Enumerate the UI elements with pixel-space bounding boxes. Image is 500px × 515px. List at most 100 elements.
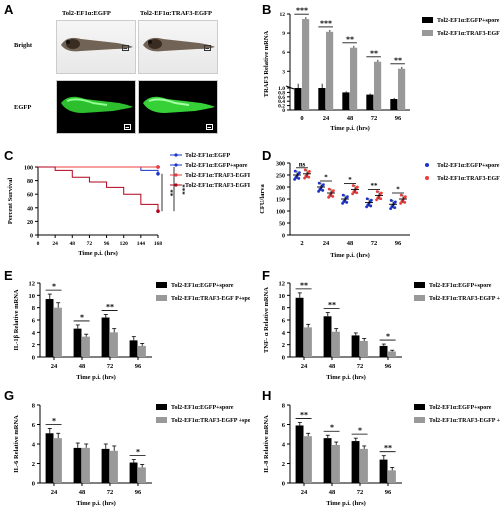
legend-marker <box>425 176 429 180</box>
panel-label-a: A <box>4 2 14 17</box>
bar <box>138 345 146 357</box>
legend-swatch <box>156 295 167 301</box>
bar <box>379 459 388 483</box>
y-axis-title: CFU/larva <box>259 183 266 213</box>
y-tick-label: 60 <box>27 193 33 199</box>
bar <box>366 94 374 110</box>
significance-label: * <box>52 282 56 291</box>
y-tick-label: 8 <box>32 403 36 410</box>
y-tick-label: 6 <box>32 318 36 325</box>
x-axis-title: Time p.i. (hrs) <box>330 252 370 259</box>
legend-label: Tol2-EF1α:EGFP+spore <box>429 283 492 289</box>
legend-label: Tol2-EF1α:TRAF3-EGFP +spore <box>429 418 500 424</box>
legend-label: Tol2-EF1α:TRAF3-EGF P+spore <box>437 31 500 37</box>
data-point <box>293 169 297 173</box>
significance-label: * <box>52 416 56 425</box>
data-point <box>393 206 397 210</box>
significance-label: * <box>396 186 400 194</box>
x-tick-label: 48 <box>70 241 76 247</box>
significance-label: ** <box>384 444 392 453</box>
data-point <box>331 194 335 198</box>
y-tick-label: 0 <box>30 234 33 240</box>
bar <box>323 316 332 357</box>
y-tick-label: 6 <box>282 50 285 56</box>
x-tick-label: 72 <box>371 240 378 247</box>
data-point <box>379 197 383 201</box>
bar <box>82 336 90 357</box>
bar <box>388 351 396 357</box>
x-axis-title: Time p.i. (hrs) <box>330 125 370 132</box>
y-tick-label: 2 <box>32 342 35 349</box>
bar <box>323 438 332 483</box>
legend-marker <box>174 173 178 177</box>
significance-label: * <box>386 332 390 341</box>
bar <box>73 328 82 357</box>
x-tick-label: 96 <box>135 489 142 496</box>
legend-swatch <box>414 417 425 423</box>
significance-label: * <box>136 448 140 457</box>
x-tick-label: 168 <box>154 241 163 247</box>
data-point <box>369 204 373 208</box>
y-tick-label: 9 <box>282 31 285 37</box>
scale-bar: ▬ <box>121 45 129 51</box>
bar <box>45 299 54 357</box>
bar <box>302 19 310 110</box>
y-tick-label: 0.8 <box>278 90 285 96</box>
legend-swatch <box>156 404 167 410</box>
bar <box>304 327 312 357</box>
y-tick-label: 12 <box>280 12 286 18</box>
y-tick-label: 10 <box>29 293 36 300</box>
data-point <box>403 200 407 204</box>
y-tick-label: 3 <box>282 69 285 75</box>
x-tick-label: 72 <box>357 489 364 496</box>
legend-label: Tol2-EF1α:TRAF3-EGFP+ spore <box>185 183 250 189</box>
legend-marker <box>174 163 178 167</box>
significance-label: *** <box>296 6 308 15</box>
bar <box>101 317 110 357</box>
legend-swatch <box>422 17 433 23</box>
y-axis-title: IL-1β Relative mRNA <box>13 289 20 350</box>
data-point <box>297 176 301 180</box>
x-tick-label: 24 <box>52 241 58 247</box>
bar <box>82 447 90 483</box>
legend-swatch <box>422 30 433 36</box>
y-tick-label: 4 <box>282 442 286 449</box>
data-point <box>346 195 349 198</box>
y-tick-label: 6 <box>282 422 286 429</box>
significance-label: * <box>80 313 84 322</box>
legend-marker <box>174 153 178 157</box>
panel-label-b: B <box>262 2 272 17</box>
bar <box>101 448 110 483</box>
data-point <box>394 200 397 204</box>
bar <box>294 88 302 110</box>
x-tick-label: 24 <box>301 363 308 370</box>
y-tick-label: 0 <box>282 234 285 240</box>
x-tick-label: 96 <box>385 489 392 496</box>
y-tick-label: 150 <box>276 198 285 204</box>
panel-label-h: H <box>262 388 272 403</box>
x-tick-label: 24 <box>323 240 330 247</box>
bar <box>54 438 62 483</box>
significance-label: ns <box>299 160 306 168</box>
data-point <box>365 197 369 201</box>
bar <box>360 448 368 483</box>
legend-label: Tol2-EF1α:TRAF3-EGFP +spore <box>437 176 500 182</box>
significance-label: ** <box>370 49 378 58</box>
bright-image-egfp: ▬ <box>56 20 136 74</box>
y-tick-label: 0.6 <box>278 95 285 101</box>
scale-bar: ▬ <box>123 124 131 130</box>
legend-label: Tol2-EF1α:TRAF3-EGFP +spore <box>429 296 500 302</box>
y-tick-label: 0 <box>282 108 285 114</box>
legend-swatch <box>156 417 167 423</box>
y-axis-title: TRAF3 Relative mRNA <box>263 30 270 97</box>
larva-bright-2 <box>143 37 215 52</box>
x-tick-label: 96 <box>395 115 402 122</box>
significance-label: ** <box>166 189 174 197</box>
bar <box>332 331 340 357</box>
x-tick-label: 24 <box>301 489 308 496</box>
bar <box>318 88 326 110</box>
data-point <box>404 195 407 198</box>
legend-marker <box>174 183 178 187</box>
egfp-image-egfp: ▬ <box>56 80 136 134</box>
